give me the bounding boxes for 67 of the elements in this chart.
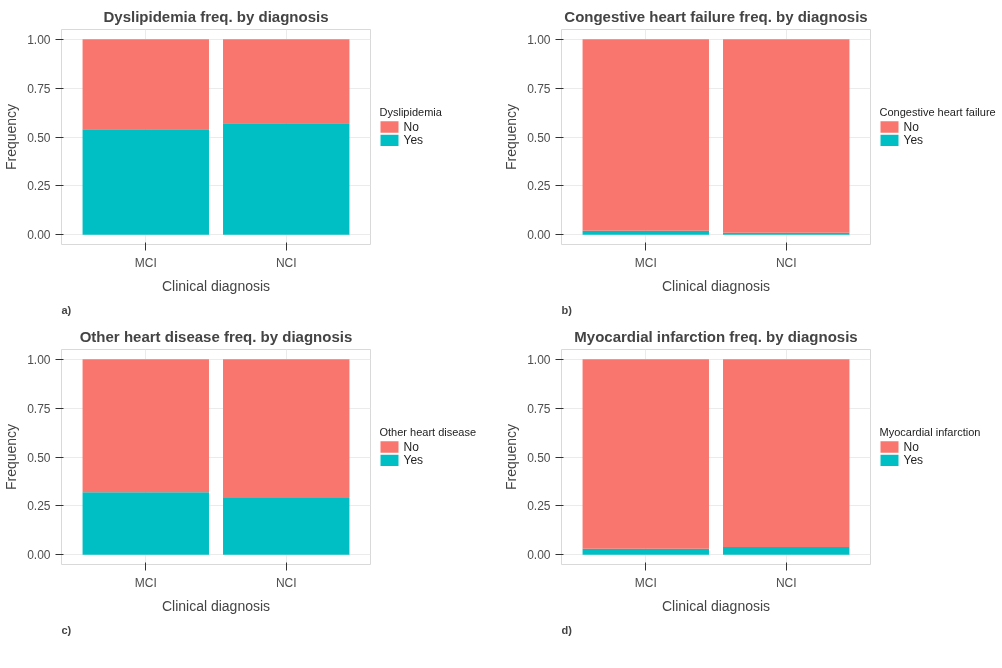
chart-title: Congestive heart failure freq. by diagnosis <box>564 7 868 25</box>
x-tick-label: NCI <box>775 575 797 590</box>
y-tick-label: 0.25 <box>27 499 51 514</box>
y-tick-label: 0.00 <box>27 228 51 243</box>
y-tick-label: 0.75 <box>27 81 51 96</box>
y-axis-title: Frequency <box>503 103 520 171</box>
chart-title: Myocardial infarction freq. by diagnosis <box>574 327 858 345</box>
y-tick-label: 0.50 <box>527 450 551 465</box>
bar <box>82 492 209 555</box>
y-axis-title: Frequency <box>503 423 520 491</box>
y-tick-label: 0.75 <box>527 401 551 416</box>
x-tick-label: MCI <box>134 255 157 270</box>
text: a) <box>61 303 72 316</box>
text: d) <box>561 623 573 636</box>
legend-label: Yes <box>903 453 924 468</box>
y-tick-label: 0.25 <box>527 179 551 194</box>
legend-title: Myocardial infarction <box>879 426 981 439</box>
y-tick-label: 1.00 <box>27 32 51 47</box>
y-tick-label: 0.00 <box>527 548 551 563</box>
bar <box>223 39 350 124</box>
y-tick-label: 0.00 <box>27 548 51 563</box>
y-tick-label: 0.50 <box>27 130 51 145</box>
y-tick-label: 0.75 <box>527 81 551 96</box>
legend-title: Other heart disease <box>379 426 477 439</box>
text: b) <box>561 303 573 316</box>
bar <box>223 359 350 499</box>
bar <box>582 230 709 235</box>
bar <box>82 359 209 493</box>
x-tick-label: MCI <box>634 575 657 590</box>
x-tick-label: MCI <box>134 575 157 590</box>
legend-title: Congestive heart failure <box>879 106 996 119</box>
legend-label: No <box>903 439 920 454</box>
y-tick-label: 1.00 <box>527 32 551 47</box>
chart-title: Dyslipidemia freq. by diagnosis <box>103 7 329 25</box>
x-tick-label: NCI <box>775 255 797 270</box>
x-tick-label: NCI <box>275 255 297 270</box>
y-tick-label: 0.25 <box>527 499 551 514</box>
x-axis-title: Clinical diagnosis <box>161 597 271 614</box>
y-tick-label: 0.25 <box>27 179 51 194</box>
y-tick-label: 0.50 <box>527 130 551 145</box>
y-axis-title: Frequency <box>3 103 20 171</box>
legend-label: Yes <box>903 133 924 148</box>
y-tick-label: 0.00 <box>527 228 551 243</box>
x-axis-title: Clinical diagnosis <box>661 277 771 294</box>
legend-label: No <box>403 439 420 454</box>
bar <box>82 39 209 130</box>
bar <box>223 498 350 555</box>
legend-title: Dyslipidemia <box>379 106 443 119</box>
y-tick-label: 1.00 <box>527 352 551 367</box>
text: c) <box>61 623 72 636</box>
legend-label: No <box>403 119 420 134</box>
y-axis-title: Frequency <box>3 423 20 491</box>
x-tick-label: NCI <box>275 575 297 590</box>
x-axis-title: Clinical diagnosis <box>661 597 771 614</box>
chart-title: Other heart disease freq. by diagnosis <box>79 327 353 345</box>
bar <box>82 129 209 235</box>
legend-label: No <box>903 119 920 134</box>
bar <box>223 123 350 235</box>
x-axis-title: Clinical diagnosis <box>161 277 271 294</box>
legend-label: Yes <box>403 453 424 468</box>
x-tick-label: MCI <box>634 255 657 270</box>
legend-label: Yes <box>403 133 424 148</box>
y-tick-label: 0.75 <box>27 401 51 416</box>
y-tick-label: 1.00 <box>27 352 51 367</box>
bar <box>582 548 709 555</box>
y-tick-label: 0.50 <box>27 450 51 465</box>
bar <box>723 546 850 555</box>
